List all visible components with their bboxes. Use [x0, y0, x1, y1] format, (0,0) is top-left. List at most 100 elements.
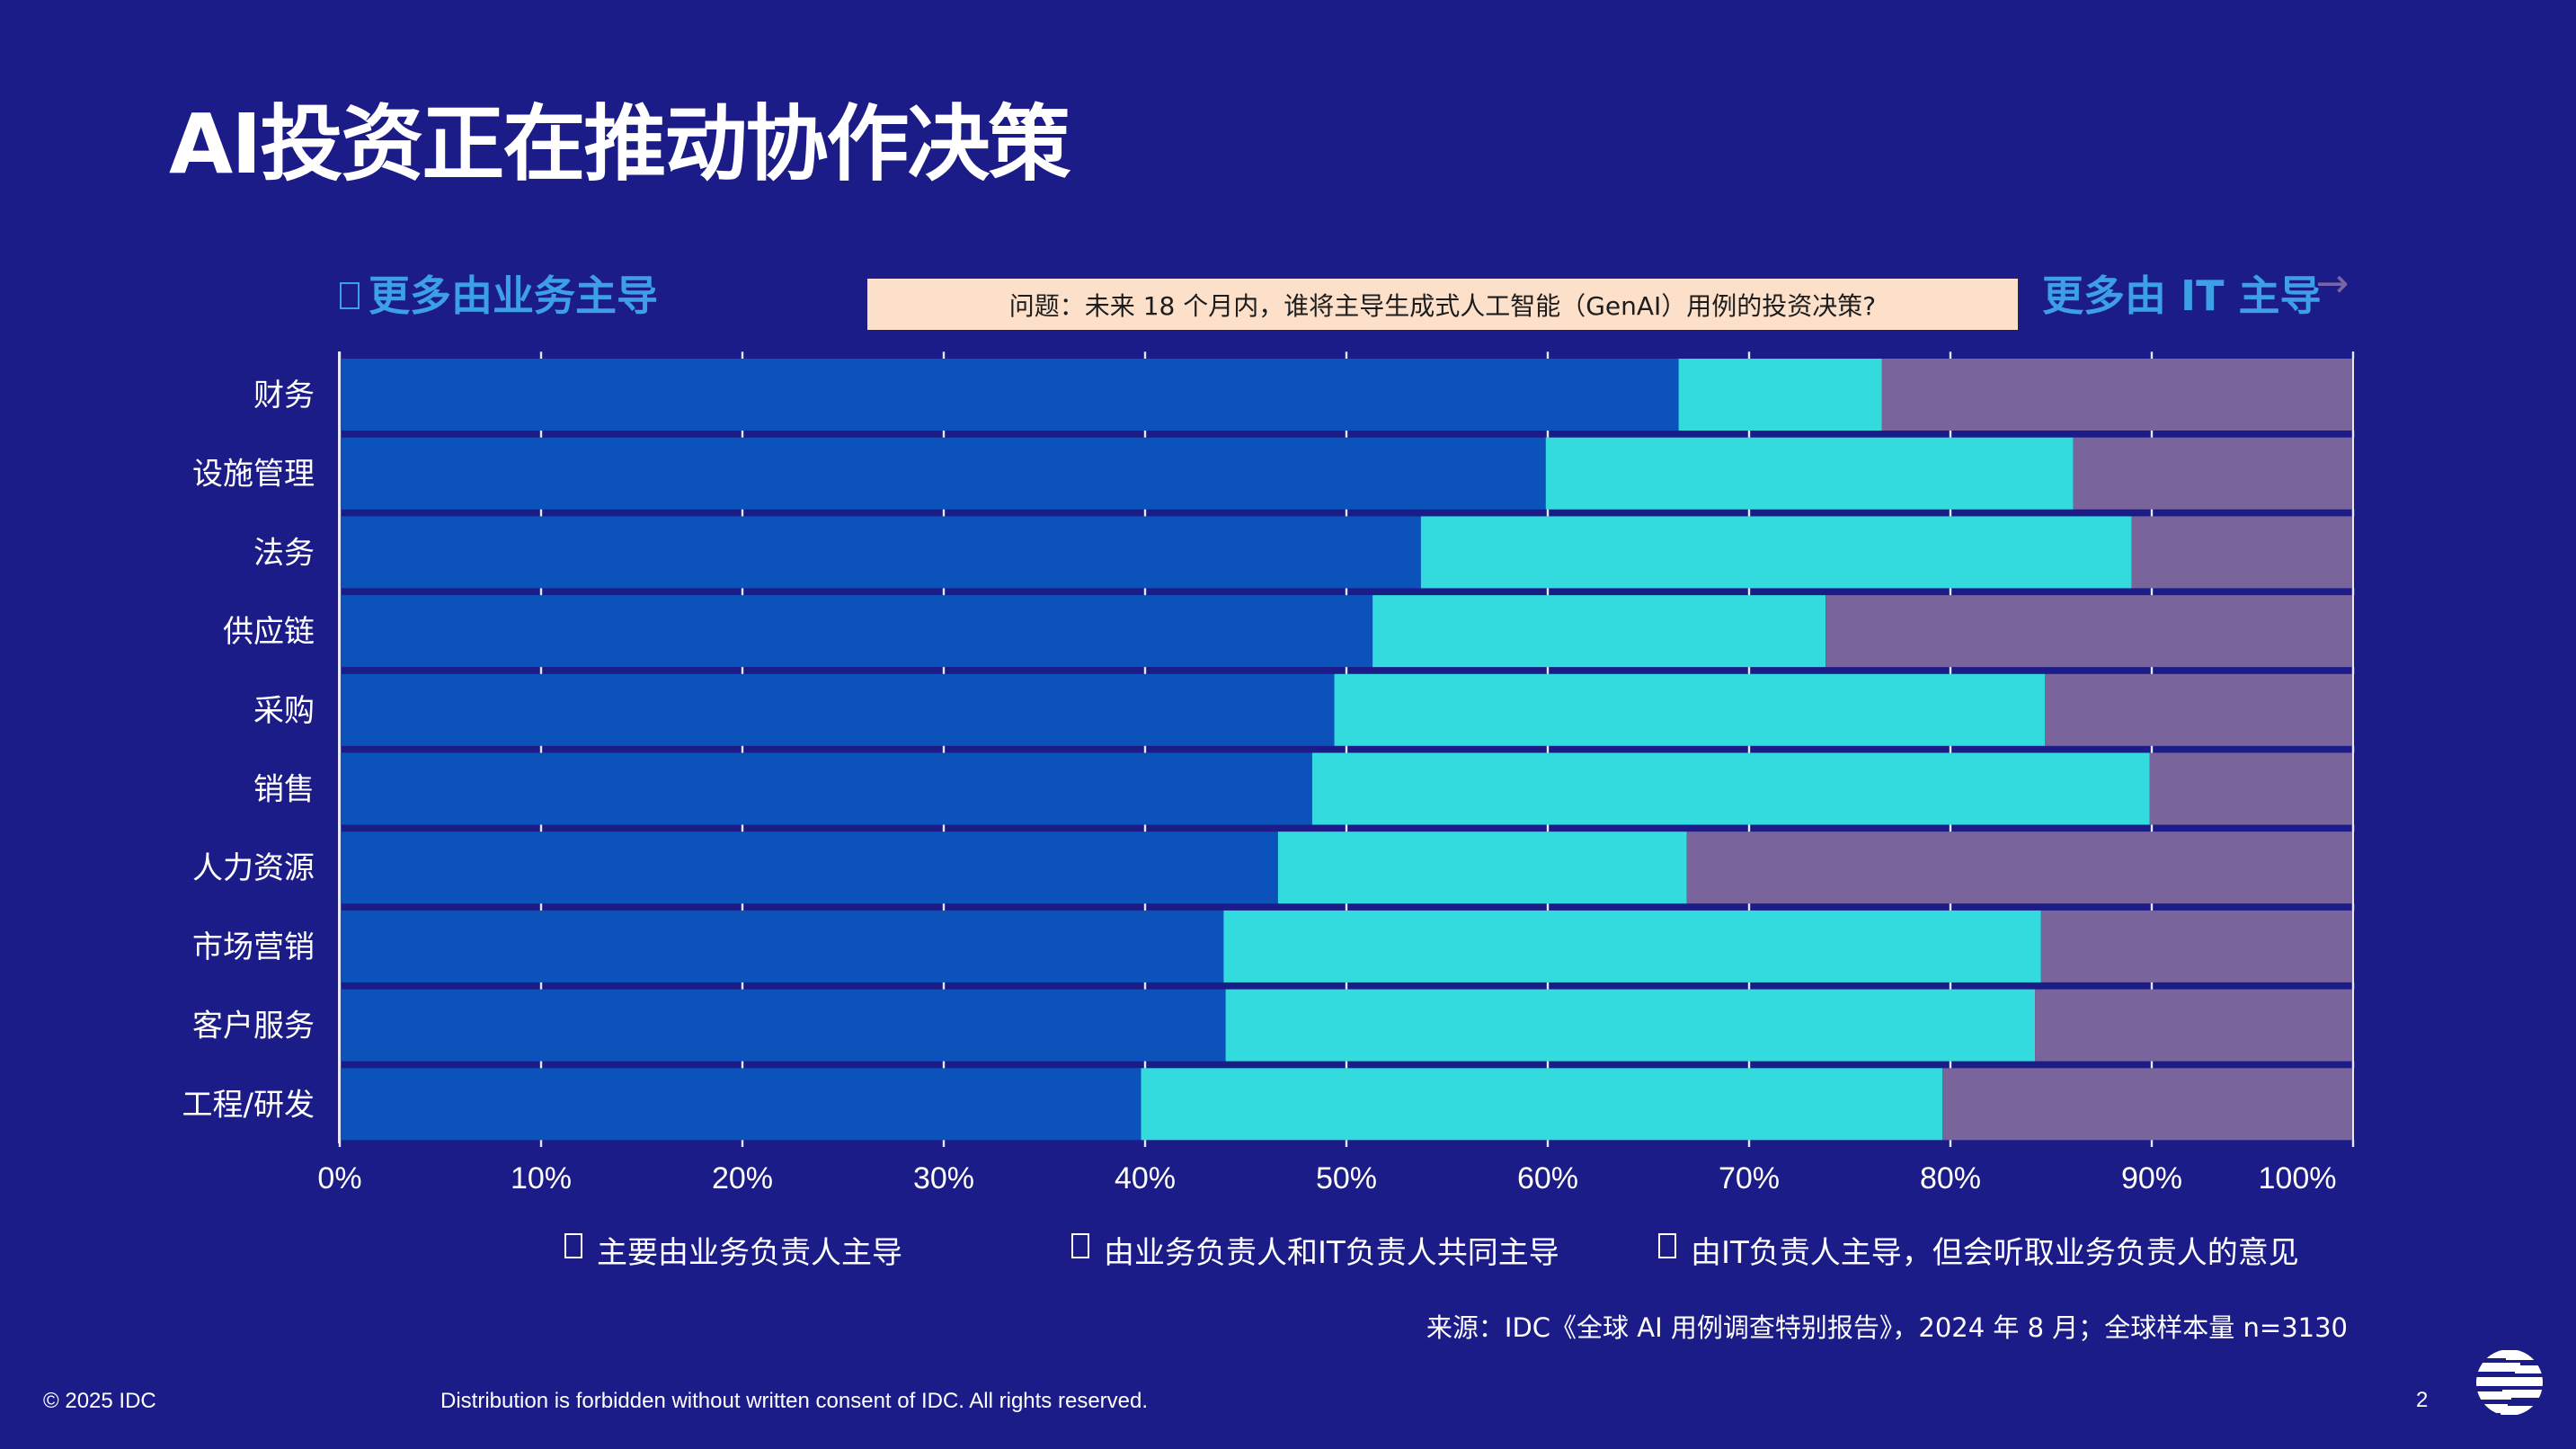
bar-segment-1 — [340, 516, 1421, 589]
legend-label: 主要由业务负责人主导 — [597, 1235, 902, 1271]
x-tick-label: 50% — [1316, 1161, 1377, 1196]
tick-mark — [1345, 824, 1348, 832]
tick-mark — [741, 1061, 744, 1069]
category-label: 供应链 — [223, 614, 315, 650]
tick-mark — [1143, 588, 1147, 596]
tick-mark — [539, 431, 543, 438]
bar-segment-1 — [340, 437, 1546, 510]
tick-mark — [338, 1140, 342, 1147]
x-tick-label: 70% — [1719, 1161, 1780, 1196]
right-arrow-icon: → — [2315, 261, 2349, 307]
tick-mark — [1345, 431, 1348, 438]
tick-mark — [1546, 745, 1550, 753]
tick-mark — [1949, 588, 1952, 596]
tick-mark — [1949, 982, 1952, 990]
tick-mark — [1747, 982, 1751, 990]
legend-item-business-led: 主要由业务负责人主导 — [564, 1228, 902, 1272]
it-led-text: 更多由 IT 主导 — [2042, 271, 2322, 320]
tick-mark — [942, 982, 946, 990]
bar-segment-2 — [1545, 437, 2074, 510]
category-label: 设施管理 — [192, 457, 315, 493]
tick-mark — [2150, 667, 2154, 674]
question-text: 问题：未来 18 个月内，谁将主导生成式人工智能（GenAI）用例的投资决策? — [1008, 290, 1877, 321]
bar-segment-1 — [340, 910, 1224, 982]
tick-mark — [1747, 903, 1751, 911]
bar-segment-3 — [2131, 516, 2353, 589]
tick-mark — [2150, 903, 2154, 911]
category-label: 法务 — [253, 535, 315, 571]
tick-mark — [539, 745, 543, 753]
bar-segment-3 — [2045, 673, 2353, 746]
tick-mark — [1143, 1140, 1147, 1147]
tick-mark — [942, 745, 946, 753]
slide-title: AI投资正在推动协作决策 — [169, 96, 1070, 192]
left-arrow-icon — [340, 282, 360, 309]
tick-mark — [2150, 431, 2154, 438]
bar-segment-2 — [1372, 595, 1826, 668]
tick-mark — [1949, 1140, 1952, 1147]
category-label: 采购 — [253, 693, 315, 729]
tick-mark — [1345, 1061, 1348, 1069]
tick-mark — [2150, 745, 2154, 753]
tick-mark — [1949, 667, 1952, 674]
business-led-direction-label: 更多由业务主导 — [340, 275, 658, 316]
category-label: 财务 — [253, 378, 315, 413]
tick-mark — [539, 667, 543, 674]
tick-mark — [1747, 1140, 1751, 1147]
tick-mark — [1546, 351, 1550, 359]
tick-mark — [1949, 351, 1952, 359]
tick-mark — [1949, 1061, 1952, 1069]
tick-mark — [1949, 509, 1952, 517]
tick-mark — [741, 824, 744, 832]
tick-mark — [942, 509, 946, 517]
tick-mark — [1747, 351, 1751, 359]
tick-mark — [1949, 903, 1952, 911]
bar-segment-2 — [1223, 910, 2041, 982]
tick-mark — [741, 982, 744, 990]
tick-mark — [1949, 824, 1952, 832]
tick-mark — [1143, 351, 1147, 359]
tick-mark — [1345, 1140, 1348, 1147]
tick-mark — [1546, 824, 1550, 832]
x-tick-labels-group: 0% 10% 20% 30% 40% 50% 60% 70% 80% 90% 100% — [317, 1161, 2336, 1196]
tick-mark — [1949, 745, 1952, 753]
tick-mark — [1345, 745, 1348, 753]
category-label: 销售 — [253, 772, 315, 808]
tick-mark — [1949, 431, 1952, 438]
bar-segment-1 — [340, 595, 1373, 668]
legend-label: 由IT负责人主导，但会听取业务负责人的意见 — [1691, 1235, 2299, 1271]
tick-mark — [2150, 824, 2154, 832]
tick-mark — [539, 903, 543, 911]
bars-group — [340, 359, 2353, 1141]
tick-mark — [2150, 351, 2154, 359]
tick-mark — [1345, 982, 1348, 990]
legend-marker-icon — [1071, 1232, 1089, 1258]
category-label: 人力资源 — [192, 850, 315, 886]
tick-mark — [539, 1140, 543, 1147]
bar-segment-2 — [1277, 831, 1687, 904]
tick-mark — [1747, 509, 1751, 517]
page-number: 2 — [2416, 1388, 2429, 1412]
x-tick-label: 40% — [1115, 1161, 1176, 1196]
tick-mark — [942, 588, 946, 596]
tick-mark — [1747, 824, 1751, 832]
tick-mark — [1546, 1061, 1550, 1069]
tick-mark — [942, 903, 946, 911]
bar-segment-3 — [1825, 595, 2353, 668]
bar-segment-3 — [2040, 910, 2353, 982]
tick-mark — [942, 431, 946, 438]
legend-marker-icon — [1658, 1232, 1676, 1258]
category-label: 工程/研发 — [182, 1087, 315, 1123]
bar-segment-1 — [340, 673, 1335, 746]
category-label: 客户服务 — [192, 1009, 315, 1045]
tick-mark — [942, 1061, 946, 1069]
bar-segment-1 — [340, 831, 1278, 904]
tick-mark — [741, 588, 744, 596]
tick-mark — [2150, 509, 2154, 517]
x-tick-label: 20% — [712, 1161, 773, 1196]
source-note: 来源：IDC《全球 AI 用例调查特别报告》，2024 年 8 月；全球样本量 … — [1426, 1312, 2348, 1343]
tick-mark — [1546, 588, 1550, 596]
tick-mark — [1747, 1061, 1751, 1069]
bar-segment-1 — [340, 752, 1312, 825]
